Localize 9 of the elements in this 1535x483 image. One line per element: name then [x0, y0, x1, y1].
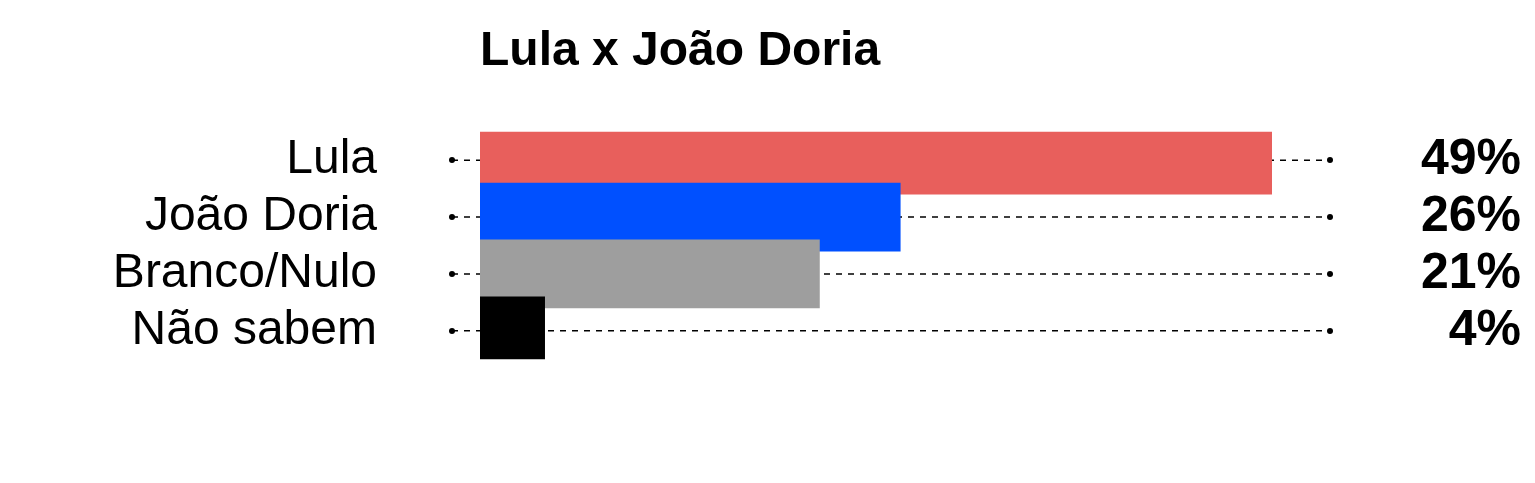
y-tick-label: Lula	[286, 130, 378, 184]
y-tick-label: Não sabem	[131, 301, 377, 355]
chart-title: Lula x João Doria	[480, 22, 881, 76]
y-tick-label: Branco/Nulo	[112, 244, 377, 298]
data-label: 4%	[1448, 299, 1521, 356]
data-label: 49%	[1420, 129, 1521, 186]
data-label: 21%	[1420, 242, 1521, 299]
data-label: 26%	[1420, 185, 1521, 242]
y-tick-label: João Doria	[144, 187, 378, 241]
